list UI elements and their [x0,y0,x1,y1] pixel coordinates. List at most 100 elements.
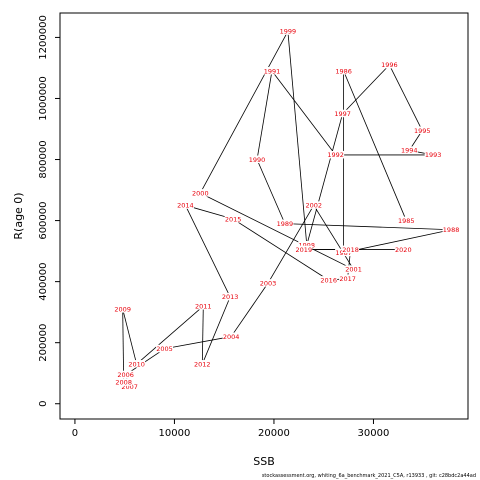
x-axis: 0 10000 20000 30000 [72,419,390,439]
label-bg-2008 [115,378,133,386]
point-label-2020: 2020 [395,246,412,254]
point-label-1995: 1995 [414,127,431,135]
point-label-1994: 1994 [401,147,418,155]
point-label-2003: 2003 [260,279,277,287]
point-label-2014: 2014 [177,202,194,210]
y-tick-label: 600000 [38,201,49,239]
label-bg-2015 [224,215,242,223]
segment-1997-1998 [306,113,344,246]
y-axis-title: R(age 0) [12,192,25,239]
label-bg-1988 [442,225,460,234]
footnote: stockassessment.org, whiting_6a_benchmar… [261,473,476,479]
point-label-2015: 2015 [225,215,242,223]
point-label-2000: 2000 [192,189,209,197]
x-tick-label: 0 [72,428,78,439]
label-bg-1989 [276,219,294,228]
segment-2012-2013 [201,296,231,365]
label-bg-2006 [117,370,135,379]
label-bg-2010 [128,360,146,368]
segment-2000-2001 [200,192,354,270]
label-bg-2004 [222,332,240,341]
label-bg-1986 [335,67,353,75]
point-label-2019: 2019 [296,246,313,254]
label-bg-1990 [248,155,266,164]
segment-1998-1999 [287,31,308,246]
label-bg-1991 [263,67,281,75]
plot-frame [59,12,469,420]
point-label-2006: 2006 [117,371,134,379]
segment-1995-1996 [389,64,423,131]
y-tick-label: 400000 [38,263,49,301]
trajectory-lines [122,31,452,388]
y-tick-label: 1200000 [38,15,49,60]
x-tick-label: 10000 [159,428,191,439]
label-bg-2012 [193,360,211,368]
point-label-2010: 2010 [128,360,145,368]
segment-1999-2000 [199,31,289,194]
x-axis-title: SSB [253,455,275,468]
x-tick-label: 20000 [258,428,290,439]
point-label-2018: 2018 [342,246,359,254]
y-tick-label: 200000 [38,324,49,362]
label-bg-1994 [400,146,418,154]
point-label-2005: 2005 [156,345,173,353]
segment-1987-1988 [343,229,452,254]
point-label-2004: 2004 [223,333,240,341]
point-label-1996: 1996 [381,61,398,69]
label-bg-1993 [424,150,442,159]
point-label-1989: 1989 [277,220,294,228]
label-bg-2000 [191,189,209,197]
point-label-1985: 1985 [398,217,415,225]
point-label-1999: 1999 [280,28,297,36]
label-bg-2003 [259,279,277,287]
label-bg-2016 [320,276,338,284]
label-bg-1997 [334,109,352,118]
point-label-1991: 1991 [264,67,281,75]
point-label-2007: 2007 [121,383,138,391]
point-label-1990: 1990 [249,156,266,164]
label-bg-2002 [305,201,323,209]
point-label-2017: 2017 [339,275,356,283]
label-bg-2009 [114,305,132,313]
point-label-1998: 1998 [299,241,316,249]
point-label-2001: 2001 [345,266,362,274]
label-bg-1999 [279,27,297,35]
label-bg-2005 [155,344,173,353]
segment-2015-2016 [232,218,329,281]
x-tick-label: 30000 [358,428,390,439]
label-bg-1996 [380,60,398,69]
label-bg-1995 [413,126,431,135]
point-label-2011: 2011 [195,302,212,310]
segment-1996-1997 [342,64,390,115]
point-label-1992: 1992 [327,151,344,159]
point-label-1988: 1988 [443,226,460,234]
segment-2009-2010 [122,309,138,365]
segment-2001-2002 [313,205,354,270]
label-bg-1992 [327,150,345,159]
label-bg-2007 [121,382,139,391]
segment-2010-2011 [136,305,204,365]
label-bg-2020 [394,245,412,254]
label-bg-2013 [221,292,239,301]
segment-2004-2005 [164,336,232,350]
point-label-2009: 2009 [114,305,131,313]
segment-1990-1991 [256,70,273,160]
segment-2011-2012 [201,306,204,365]
label-bg-2014 [176,201,194,209]
point-label-1993: 1993 [425,151,442,159]
y-axis: 0 200000 400000 600000 800000 1000000 1200000 [38,15,60,407]
segment-2008-2009 [122,309,125,383]
segment-2013-2014 [185,205,231,298]
segment-1988-1989 [284,223,452,231]
label-bg-2017 [339,274,357,283]
point-label-2012: 2012 [194,360,211,368]
point-label-1986: 1986 [335,67,352,75]
label-bg-2011 [194,302,212,310]
point-label-2008: 2008 [115,379,132,387]
segment-2003-2004 [230,282,269,337]
label-bg-2001 [345,265,363,273]
point-label-2013: 2013 [222,293,239,301]
y-tick-label: 0 [38,401,49,407]
point-label-2016: 2016 [320,276,337,284]
y-tick-label: 800000 [38,140,49,178]
